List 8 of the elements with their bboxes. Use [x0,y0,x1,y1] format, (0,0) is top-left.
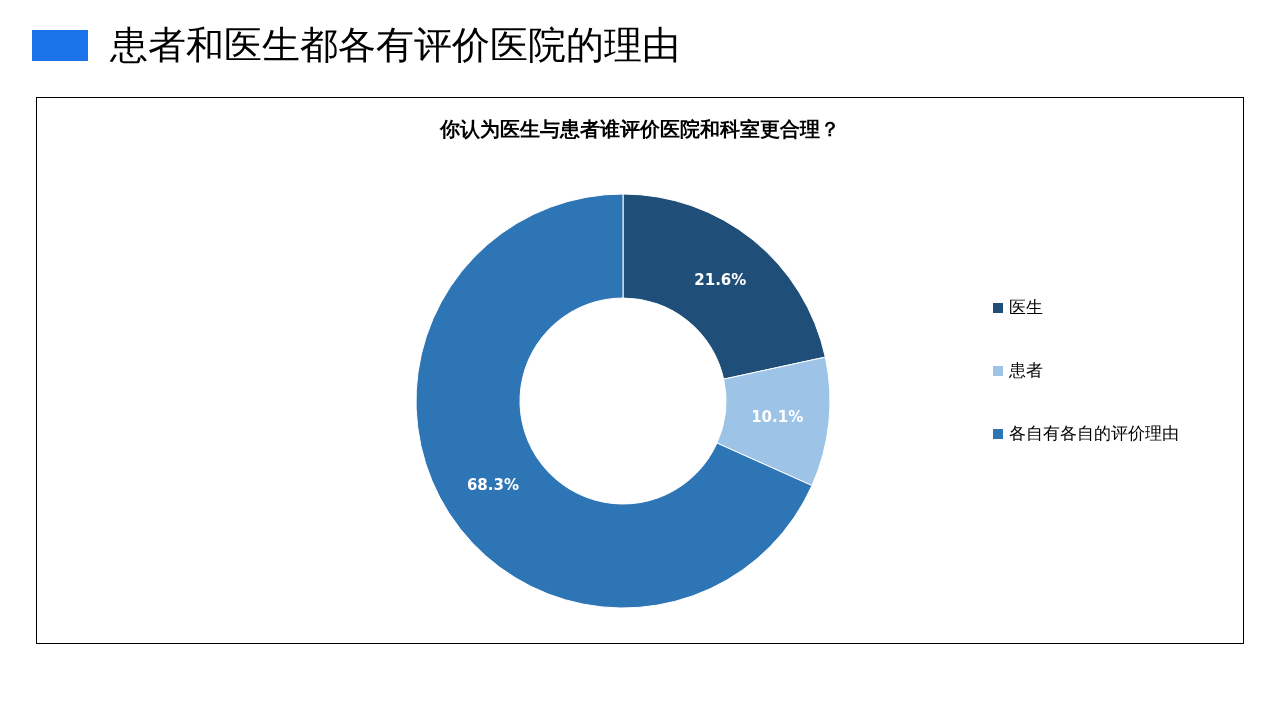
chart-subtitle: 你认为医生与患者谁评价医院和科室更合理？ [438,116,841,143]
data-label: 21.6% [694,271,747,290]
data-label: 10.1% [751,408,804,427]
legend-label: 医生 [1009,296,1043,319]
data-label: 68.3% [466,476,519,495]
chart-title: 患者和医生都各有评价医院的理由 [110,22,680,69]
legend-label: 患者 [1009,359,1043,382]
legend-label: 各自有各自的评价理由 [1009,422,1179,445]
